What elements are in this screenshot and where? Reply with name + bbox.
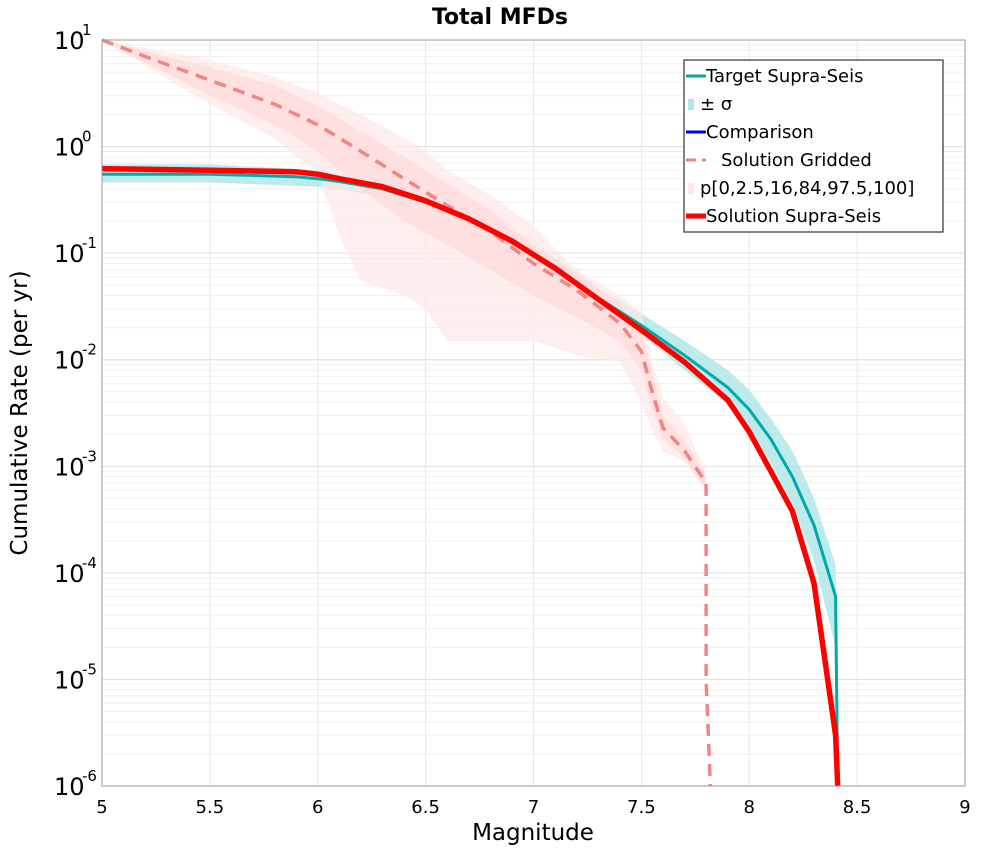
x-tick-label: 5	[96, 797, 107, 818]
x-tick-label: 9	[959, 797, 970, 818]
legend-label: Comparison	[706, 122, 814, 143]
y-tick-exponent: -5	[82, 660, 97, 678]
legend-label: Target Supra-Seis	[705, 66, 863, 87]
y-tick-label: 10	[54, 666, 85, 694]
x-axis-label: Magnitude	[472, 820, 594, 846]
chart-title: Total MFDs	[432, 5, 568, 30]
y-tick-exponent: -2	[82, 341, 97, 359]
y-tick-exponent: -6	[82, 767, 97, 785]
plot-frame	[101, 39, 966, 787]
x-tick-label: 5.5	[196, 797, 225, 818]
y-tick-exponent: -1	[82, 234, 97, 252]
y-axis-label: Cumulative Rate (per yr)	[7, 270, 33, 555]
x-tick-label: 8.5	[843, 797, 872, 818]
y-tick-exponent: -4	[82, 554, 97, 572]
y-tick-label: 10	[54, 773, 85, 801]
legend-box	[683, 59, 944, 233]
series-layer	[101, 38, 841, 787]
y-tick-label: 10	[54, 27, 85, 55]
band-layer	[102, 40, 836, 648]
y-tick-label: 10	[54, 347, 85, 375]
y-tick-exponent: 0	[82, 128, 92, 146]
x-tick-label: 6	[312, 797, 323, 818]
x-tick-label: 7.5	[627, 797, 656, 818]
legend: Target Supra-Seis ± σ Comparison Solution G…	[683, 59, 944, 233]
legend-label: Solution Gridded	[721, 150, 872, 171]
y-tick-exponent: 1	[82, 21, 92, 39]
legend-label: p[0,2.5,16,84,97.5,100]	[700, 178, 914, 199]
y-tick-label: 10	[54, 240, 85, 268]
legend-swatch	[688, 99, 694, 110]
x-tick-label: 6.5	[411, 797, 440, 818]
y-tick-label: 10	[54, 560, 85, 588]
series-line-2	[101, 165, 841, 787]
x-tick-labels: 5 5.5 6 6.5 7 7.5 8 8.5 9	[96, 797, 970, 818]
y-tick-label: 10	[54, 453, 85, 481]
x-tick-label: 8	[744, 797, 755, 818]
y-tick-label: 10	[54, 134, 85, 162]
legend-swatch	[688, 183, 694, 194]
legend-label: ± σ	[700, 94, 732, 115]
legend-label: Solution Supra-Seis	[706, 206, 881, 227]
series-line-1	[101, 38, 713, 787]
x-tick-label: 7	[528, 797, 539, 818]
band-1	[102, 40, 707, 490]
y-tick-exponent: -3	[82, 447, 97, 465]
